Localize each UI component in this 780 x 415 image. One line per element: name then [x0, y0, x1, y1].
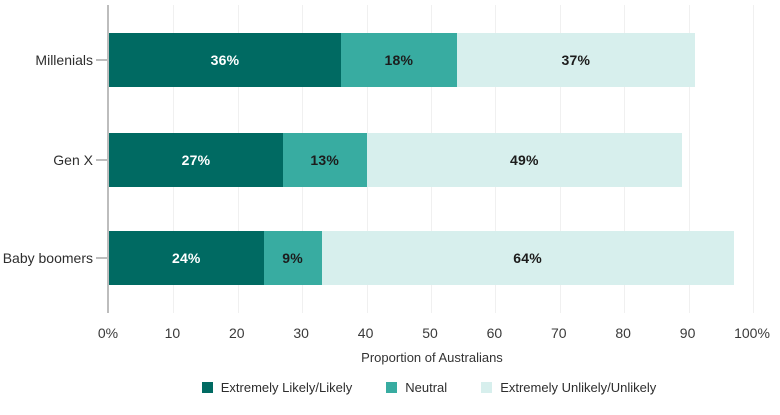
bar-value-label: 37%: [561, 52, 591, 68]
bar-value-label: 64%: [513, 250, 542, 266]
bar-value-label: 18%: [384, 52, 414, 68]
bar-segment: 9%: [263, 231, 322, 285]
legend-swatch-icon: [386, 382, 398, 393]
legend-label: Neutral: [405, 380, 448, 395]
category-tick: [96, 159, 107, 161]
bar-value-label: 13%: [310, 152, 340, 168]
plot-area: 36% 18% 37% 27% 13% 49% 24% 9% 64%: [109, 5, 755, 313]
bar-segment: 18%: [340, 33, 457, 87]
bar-value-label: 27%: [181, 152, 211, 168]
legend-swatch-icon: [481, 382, 493, 393]
gridline: [753, 5, 754, 313]
legend-label: Extremely Likely/Likely: [220, 380, 353, 395]
x-tick-label: 30: [293, 325, 309, 341]
x-tick-label: 40: [357, 325, 374, 341]
bar-segment: 27%: [109, 133, 283, 187]
legend-item: Neutral: [386, 380, 447, 395]
x-tick-label: 0%: [97, 325, 119, 341]
x-tick-label: 70: [551, 325, 567, 341]
legend: Extremely Likely/Likely Neutral Extremely …: [79, 380, 779, 395]
category-label: Baby boomers: [2, 250, 93, 266]
category-label: Millenials: [35, 52, 93, 68]
gridline: [688, 5, 690, 313]
category-label: Gen X: [53, 152, 93, 168]
bar-segment: 64%: [321, 231, 734, 285]
bar-row-baby-boomers: 24% 9% 64%: [109, 231, 734, 285]
bar-segment: 49%: [366, 133, 683, 187]
legend-swatch-icon: [201, 382, 213, 393]
x-tick-label: 80: [615, 325, 631, 341]
x-axis-title: Proportion of Australians: [361, 350, 503, 365]
bar-row-gen-x: 27% 13% 49%: [109, 133, 683, 187]
bar-value-label: 36%: [210, 52, 240, 68]
bar-segment: 37%: [456, 33, 695, 87]
bar-segment: 13%: [282, 133, 367, 187]
legend-item: Extremely Likely/Likely: [201, 380, 353, 395]
bar-value-label: 49%: [510, 152, 539, 168]
x-tick-label: 100%: [734, 325, 770, 341]
legend-item: Extremely Unlikely/Unlikely: [481, 380, 656, 395]
y-axis-line: [107, 5, 109, 313]
bar-segment: 24%: [109, 231, 264, 285]
category-tick: [96, 257, 107, 259]
bar-segment: 36%: [109, 33, 341, 87]
x-tick-label: 90: [679, 325, 696, 341]
x-tick-label: 10: [164, 325, 181, 341]
x-tick-label: 50: [422, 325, 438, 341]
x-tick-label: 60: [486, 325, 503, 341]
category-tick: [96, 59, 107, 61]
bar-value-label: 9%: [282, 250, 303, 266]
x-tick-label: 20: [229, 325, 245, 341]
bar-row-millenials: 36% 18% 37%: [109, 33, 695, 87]
bar-value-label: 24%: [171, 250, 201, 266]
legend-label: Extremely Unlikely/Unlikely: [500, 380, 657, 395]
